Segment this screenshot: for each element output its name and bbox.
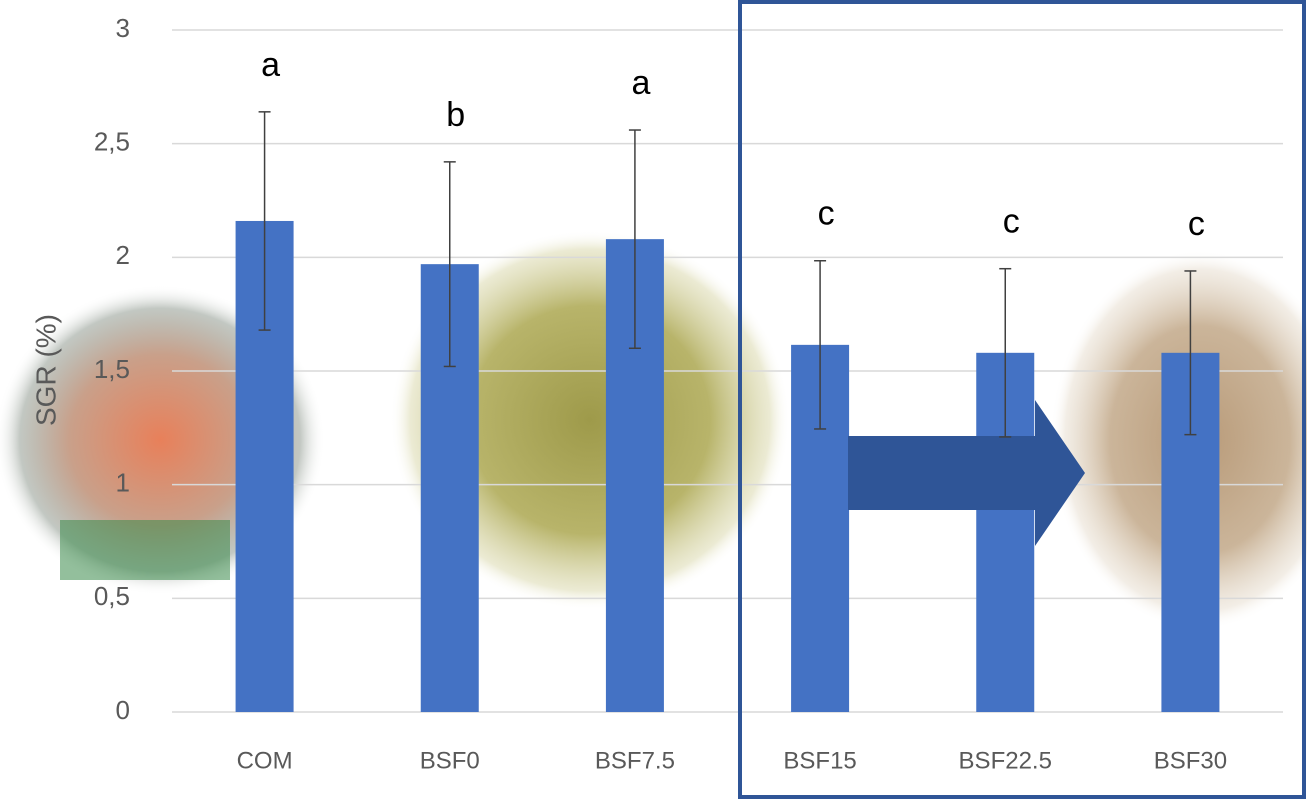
y-tick-label: 1	[116, 468, 130, 498]
arrow	[848, 400, 1085, 546]
overlay: a b a c c c	[258, 46, 1205, 438]
y-tick-label: 2	[116, 240, 130, 270]
error-bar	[443, 161, 456, 368]
error-bar	[814, 259, 827, 430]
x-tick-label: COM	[237, 747, 293, 774]
y-tick-label: 0,5	[94, 581, 130, 611]
x-tick-label: BSF15	[783, 747, 856, 774]
y-tick-label: 0	[116, 695, 130, 725]
significance-letter: b	[446, 96, 465, 134]
y-axis-label: SGR (%)	[30, 314, 61, 426]
y-tick-label: 2,5	[94, 127, 130, 157]
significance-letter: a	[631, 64, 650, 102]
significance-letter: a	[261, 46, 280, 84]
error-bar	[999, 267, 1012, 438]
y-tick-label: 1,5	[94, 354, 130, 384]
x-tick-label: BSF0	[420, 747, 480, 774]
x-tick-label: BSF7.5	[595, 747, 675, 774]
error-bar	[258, 111, 271, 331]
significance-letter: c	[1003, 203, 1020, 241]
significance-letter: c	[818, 195, 835, 233]
significance-letter: c	[1188, 205, 1205, 243]
x-tick-label: BSF22.5	[959, 747, 1052, 774]
pellet-image	[390, 230, 790, 610]
error-bar	[628, 129, 641, 350]
x-tick-label: BSF30	[1154, 747, 1227, 774]
cutting-board	[60, 520, 230, 580]
y-tick-label: 3	[116, 13, 130, 43]
highlight-frame	[738, 0, 1306, 799]
error-bar	[1184, 270, 1197, 436]
